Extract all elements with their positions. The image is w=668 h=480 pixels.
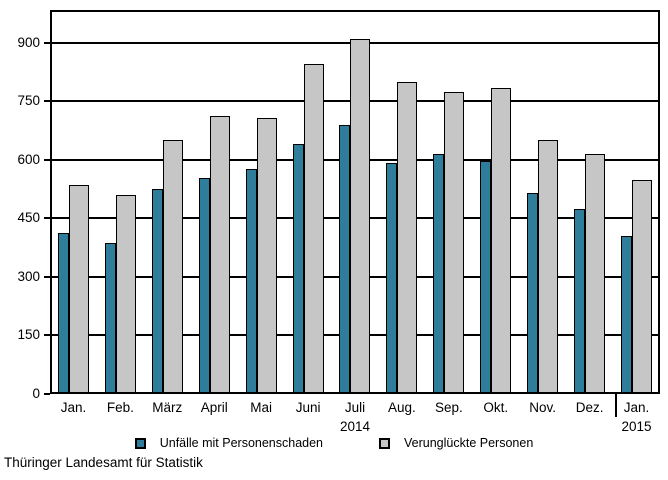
bar-group — [50, 10, 97, 394]
bar-unfaelle — [480, 161, 492, 394]
x-axis-label: Jan. — [60, 400, 87, 415]
bar-group — [285, 10, 332, 394]
x-axis-label: Nov. — [529, 400, 557, 415]
legend-swatch-verunglueckte-icon — [379, 437, 391, 449]
bar-group — [472, 10, 519, 394]
bar-group — [566, 10, 613, 394]
x-axis-label: Dez. — [575, 400, 604, 415]
bar-unfaelle — [574, 209, 586, 394]
y-axis-tick-label: 600 — [17, 151, 40, 167]
bar-unfaelle — [104, 243, 116, 394]
y-axis-tick — [44, 158, 50, 161]
bar-group — [191, 10, 238, 394]
y-axis-tick — [44, 275, 50, 278]
bar-verunglueckte — [397, 82, 418, 394]
bar-verunglueckte — [115, 195, 136, 394]
plot-area — [50, 10, 660, 394]
year-separator — [615, 393, 617, 417]
x-axis-label: Feb. — [106, 400, 134, 415]
legend-swatch-unfaelle-icon — [134, 437, 146, 449]
x-axis-label: Juni — [295, 400, 321, 415]
bar-unfaelle — [433, 154, 445, 394]
bar-group — [144, 10, 191, 394]
y-axis-tick-label: 450 — [17, 210, 40, 226]
bar-group — [519, 10, 566, 394]
bar-unfaelle — [621, 236, 633, 394]
bar-verunglueckte — [444, 92, 465, 394]
bar-group — [332, 10, 379, 394]
y-axis-tick — [44, 100, 50, 103]
year-label: 2015 — [621, 419, 652, 434]
x-axis-label: Okt. — [483, 400, 509, 415]
y-axis-tick — [44, 41, 50, 44]
source-note: Thüringer Landesamt für Statistik — [4, 455, 203, 470]
y-axis-tick — [44, 334, 50, 337]
bar-verunglueckte — [256, 118, 277, 394]
legend-item-verunglueckte: Verunglückte Personen — [379, 436, 533, 450]
x-axis-label: Sep. — [434, 400, 463, 415]
x-axis-label: Aug. — [388, 400, 416, 415]
legend: Unfälle mit Personenschaden Verunglückte… — [0, 436, 668, 450]
y-axis-tick-label: 750 — [17, 93, 40, 109]
legend-label-unfaelle: Unfälle mit Personenschaden — [159, 436, 324, 450]
bar-verunglueckte — [303, 64, 324, 394]
bar-group — [425, 10, 472, 394]
bar-verunglueckte — [350, 39, 371, 394]
x-axis-label: Mai — [250, 400, 273, 415]
y-axis-tick — [44, 393, 50, 395]
x-axis-label: Jan. — [623, 400, 650, 415]
bar-verunglueckte — [209, 116, 230, 394]
bar-unfaelle — [386, 163, 398, 394]
bar-group — [238, 10, 285, 394]
y-axis-tick-label: 0 — [32, 386, 40, 401]
x-axis-label: April — [200, 400, 228, 415]
x-axis-label: Juli — [344, 400, 366, 415]
bar-unfaelle — [245, 169, 257, 394]
y-axis-tick-label: 900 — [17, 34, 40, 50]
y-axis-tick — [44, 217, 50, 220]
bar-group — [613, 10, 660, 394]
bar-unfaelle — [57, 233, 69, 394]
bar-unfaelle — [151, 189, 163, 394]
legend-item-unfaelle: Unfälle mit Personenschaden — [134, 436, 324, 450]
bar-unfaelle — [527, 193, 539, 394]
bar-unfaelle — [339, 125, 351, 394]
bar-unfaelle — [198, 178, 210, 394]
legend-label-verunglueckte: Verunglückte Personen — [404, 436, 534, 450]
bar-group — [378, 10, 425, 394]
x-axis-label: März — [152, 400, 183, 415]
y-axis-tick-label: 300 — [17, 268, 40, 284]
bar-verunglueckte — [538, 140, 559, 394]
y-axis-tick-label: 150 — [17, 327, 40, 343]
bar-unfaelle — [292, 144, 304, 394]
bar-verunglueckte — [491, 88, 512, 394]
bar-group — [97, 10, 144, 394]
year-label: 2014 — [339, 419, 371, 434]
bar-verunglueckte — [162, 140, 183, 394]
bar-verunglueckte — [632, 180, 653, 394]
bar-verunglueckte — [585, 154, 606, 394]
bar-verunglueckte — [68, 185, 89, 394]
